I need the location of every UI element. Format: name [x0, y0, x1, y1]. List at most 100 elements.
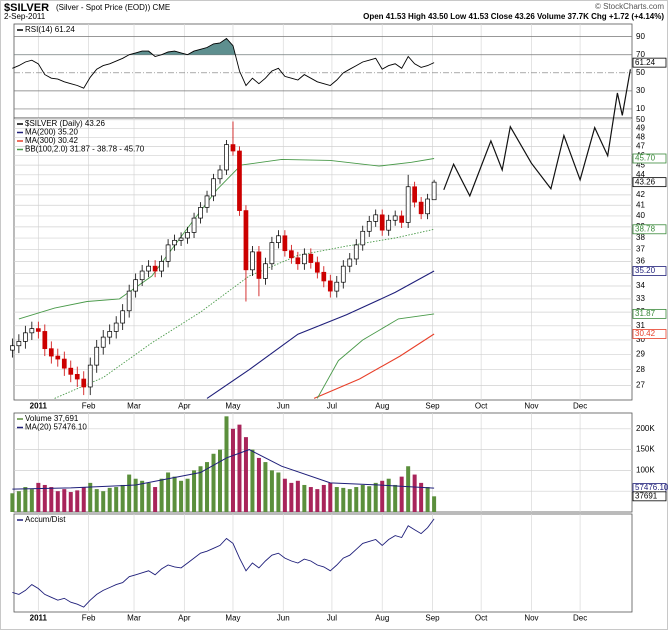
legend-label: Accum/Dist	[25, 515, 66, 524]
volume-bar	[393, 484, 398, 512]
panel-frame	[13, 513, 633, 613]
candle-body	[126, 290, 132, 312]
y-tick-label: 42	[636, 190, 645, 199]
candle-body	[178, 237, 184, 241]
x-tick-label: Dec	[573, 614, 587, 623]
x-tick-label: Nov	[524, 614, 538, 623]
value-tag	[632, 308, 667, 319]
value-tag	[632, 153, 667, 164]
candle-body	[107, 331, 113, 338]
source: © StockCharts.com	[595, 2, 664, 11]
y-tick-label: 150K	[636, 445, 655, 454]
volume-bar	[399, 476, 404, 512]
volume-bar	[412, 474, 417, 512]
y-tick-label: 34	[636, 281, 645, 290]
candle-body	[217, 169, 223, 180]
candle-body	[282, 235, 288, 252]
volume-bar	[62, 489, 67, 512]
y-tick-label: 33	[636, 294, 645, 303]
candle-body	[120, 310, 126, 324]
volume-bar	[230, 428, 235, 512]
value-tag-label: 30.42	[635, 329, 656, 338]
candle-body	[172, 239, 177, 246]
volume-bar	[282, 478, 287, 512]
volume-bar	[425, 487, 430, 512]
x-tick-label: May	[225, 402, 240, 411]
y-tick-label: 50	[636, 68, 645, 77]
volume-bar	[185, 478, 190, 512]
candle-body	[159, 261, 164, 272]
volume-bar	[192, 470, 197, 512]
y-tick-label: 27	[636, 380, 645, 389]
volume-bar	[406, 466, 411, 512]
y-tick-label: 10	[636, 104, 645, 113]
candle-body	[146, 265, 151, 272]
candle-body	[55, 355, 61, 360]
candle-body	[243, 210, 249, 271]
value-tag	[632, 491, 667, 502]
volume-bar	[101, 491, 106, 512]
candle-body	[191, 217, 197, 233]
candle-body	[314, 262, 320, 273]
volume-bar	[68, 492, 73, 512]
x-tick-label: Mar	[127, 614, 141, 623]
indicator-line	[12, 518, 435, 608]
volume-bar	[179, 480, 184, 512]
legend-label: Volume 37,691	[25, 414, 79, 423]
legend-label: BB(100,2.0) 31.87 - 38.78 - 45.70	[25, 145, 145, 154]
volume-bar	[29, 489, 34, 512]
volume-bar	[276, 472, 281, 512]
date: 2-Sep-2011	[4, 12, 46, 21]
y-tick-label: 29	[636, 350, 645, 359]
y-tick-label: 31	[636, 321, 645, 330]
candle-body	[35, 328, 41, 332]
volume-bar	[166, 472, 171, 512]
candle-body	[29, 328, 35, 334]
x-tick-label: 2011	[30, 402, 48, 411]
x-tick-label: Jun	[277, 614, 290, 623]
candle-body	[334, 281, 340, 292]
candle-body	[289, 250, 294, 259]
legend-label: RSI(14) 61.24	[25, 25, 75, 34]
candle-body	[425, 198, 430, 215]
x-tick-label: Mar	[127, 402, 141, 411]
value-tag-label: 43.26	[635, 177, 656, 186]
x-tick-label: Jul	[327, 402, 337, 411]
candle-body	[237, 150, 242, 211]
volume-bar	[23, 487, 28, 512]
y-tick-label: 44	[636, 170, 645, 179]
volume-bar	[120, 484, 125, 512]
value-tag-label: 45.70	[635, 154, 656, 163]
volume-bar	[334, 487, 339, 512]
x-tick-label: Dec	[573, 402, 587, 411]
candle-body	[360, 230, 366, 246]
candle-body	[42, 331, 48, 350]
y-tick-label: 100K	[636, 466, 655, 475]
volume-bar	[321, 484, 326, 512]
volume-bar	[269, 470, 274, 512]
volume-bar	[432, 496, 437, 512]
volume-bar	[211, 453, 216, 512]
volume-bar	[256, 457, 261, 512]
y-tick-label: 70	[636, 50, 645, 59]
description: (Silver - Spot Price (EOD)) CME	[56, 3, 170, 12]
candle-body	[165, 244, 171, 262]
x-tick-label: Aug	[375, 402, 389, 411]
symbol: $SILVER	[4, 2, 49, 14]
projection-line	[443, 69, 631, 198]
value-tag	[632, 224, 667, 235]
candle-body	[94, 346, 100, 366]
volume-bar	[224, 416, 229, 512]
panel-frame	[13, 23, 633, 119]
volume-bar	[295, 480, 300, 512]
x-tick-label: Jul	[327, 614, 337, 623]
volume-bar	[42, 484, 47, 512]
y-tick-label: 48	[636, 132, 645, 141]
candle-body	[74, 373, 80, 380]
volume-ma	[12, 449, 435, 490]
x-tick-label: Feb	[82, 402, 96, 411]
volume-bar	[49, 487, 54, 512]
value-tag	[632, 57, 667, 68]
volume-bar	[140, 480, 145, 512]
volume-bar	[81, 487, 86, 512]
